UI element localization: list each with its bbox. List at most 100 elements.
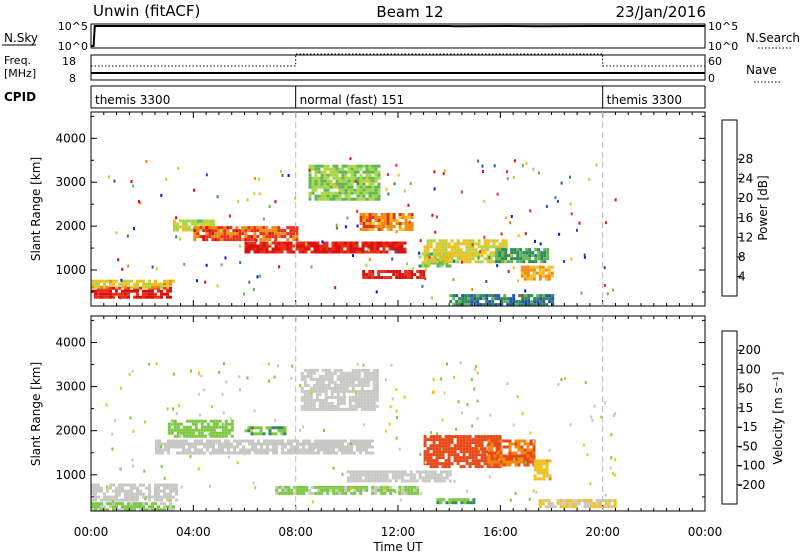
heatmap-cell bbox=[307, 244, 311, 248]
heatmap-cell bbox=[496, 445, 500, 449]
heatmap-cell bbox=[539, 471, 543, 475]
heatmap-cell bbox=[514, 445, 518, 449]
heatmap-cell bbox=[429, 242, 433, 246]
heatmap-cell bbox=[212, 431, 216, 435]
heatmap-cell bbox=[525, 254, 529, 258]
heatmap-cell bbox=[529, 448, 533, 452]
heatmap-speckle bbox=[294, 196, 297, 200]
heatmap-cell bbox=[529, 439, 533, 443]
heatmap-cell bbox=[327, 386, 331, 390]
heatmap-cell bbox=[504, 254, 508, 258]
heatmap-cell bbox=[360, 407, 364, 411]
heatmap-cell bbox=[471, 441, 475, 445]
heatmap-cell bbox=[516, 248, 520, 252]
heatmap-cell bbox=[371, 225, 375, 228]
heatmap-cell bbox=[130, 495, 133, 499]
heatmap-cell bbox=[158, 451, 161, 455]
heatmap-cell bbox=[459, 251, 463, 255]
heatmap-cell bbox=[306, 395, 310, 399]
heatmap-cell bbox=[376, 479, 380, 483]
heatmap-speckle bbox=[178, 433, 181, 437]
heatmap-cell bbox=[235, 229, 239, 233]
heatmap-cell bbox=[368, 445, 371, 449]
heatmap-cell bbox=[392, 213, 396, 216]
heatmap-cell bbox=[355, 479, 359, 483]
heatmap-speckle bbox=[436, 432, 439, 436]
heatmap-cell bbox=[490, 442, 494, 446]
heatmap-cell bbox=[456, 257, 460, 261]
heatmap-cell bbox=[271, 241, 275, 245]
heatmap-cell bbox=[404, 273, 408, 276]
heatmap-cell bbox=[509, 303, 513, 307]
heatmap-cell bbox=[365, 273, 369, 276]
heatmap-cell bbox=[251, 439, 254, 443]
heatmap-speckle bbox=[250, 429, 253, 433]
heatmap-cell bbox=[371, 216, 375, 219]
heatmap-cell bbox=[514, 451, 518, 455]
heatmap-cell bbox=[100, 292, 103, 296]
heatmap-speckle bbox=[610, 456, 613, 460]
heatmap-cell bbox=[429, 257, 433, 261]
heatmap-cell bbox=[456, 438, 460, 442]
heatmap-cell bbox=[359, 176, 363, 180]
nave-tick-top: 60 bbox=[708, 55, 722, 68]
heatmap-speckle bbox=[126, 234, 129, 238]
heatmap-speckle bbox=[583, 255, 586, 259]
heatmap-cell bbox=[462, 459, 466, 463]
heatmap-cell bbox=[367, 250, 371, 254]
heatmap-speckle bbox=[446, 362, 448, 366]
heatmap-cell bbox=[349, 473, 353, 477]
heatmap-cell bbox=[233, 448, 236, 452]
heatmap-cell bbox=[133, 282, 136, 286]
heatmap-cell bbox=[394, 244, 398, 248]
heatmap-cell bbox=[262, 229, 266, 233]
heatmap-cell bbox=[250, 229, 254, 233]
heatmap-cell bbox=[328, 250, 332, 254]
heatmap-cell bbox=[338, 442, 341, 446]
heatmap-cell bbox=[91, 492, 94, 496]
heatmap-cell bbox=[530, 294, 534, 298]
heatmap-cell bbox=[435, 435, 439, 439]
heatmap-cell bbox=[136, 505, 139, 509]
heatmap-cell bbox=[377, 216, 381, 219]
heatmap-cell bbox=[332, 442, 335, 446]
heatmap-cell bbox=[253, 238, 257, 242]
heatmap-cell bbox=[528, 248, 532, 252]
heatmap-cell bbox=[187, 219, 191, 223]
heatmap-cell bbox=[100, 498, 103, 502]
heatmap-cell bbox=[321, 368, 325, 372]
heatmap-cell bbox=[453, 459, 457, 463]
heatmap-cell bbox=[499, 460, 503, 464]
heatmap-cell bbox=[262, 244, 266, 248]
heatmap-cell bbox=[311, 491, 315, 495]
heatmap-cell bbox=[302, 445, 305, 449]
heatmap-cell bbox=[435, 242, 439, 246]
heatmap-speckle bbox=[197, 467, 200, 471]
heatmap-cell bbox=[196, 226, 200, 230]
heatmap-cell bbox=[548, 474, 552, 478]
heatmap-cell bbox=[447, 462, 451, 466]
heatmap-cell bbox=[130, 498, 133, 502]
heatmap-cell bbox=[182, 439, 185, 443]
heatmap-speckle bbox=[189, 455, 192, 458]
velocity-colorbar-tick-label: 100 bbox=[738, 362, 761, 376]
heatmap-cell bbox=[133, 508, 136, 512]
heatmap-speckle bbox=[595, 163, 598, 167]
heatmap-cell bbox=[441, 257, 445, 261]
heatmap-cell bbox=[441, 251, 445, 255]
heatmap-cell bbox=[332, 182, 336, 186]
heatmap-cell bbox=[323, 442, 326, 446]
heatmap-cell bbox=[369, 401, 373, 405]
heatmap-cell bbox=[91, 285, 94, 289]
heatmap-cell bbox=[324, 383, 328, 387]
heatmap-cell bbox=[483, 456, 487, 460]
heatmap-cell bbox=[398, 276, 402, 279]
heatmap-cell bbox=[169, 508, 172, 512]
heatmap-cell bbox=[462, 444, 466, 448]
heatmap-cell bbox=[398, 228, 402, 231]
heatmap-cell bbox=[238, 238, 242, 242]
heatmap-cell bbox=[486, 242, 490, 246]
heatmap-cell bbox=[450, 438, 454, 442]
heatmap-speckle bbox=[609, 466, 612, 470]
heatmap-cell bbox=[371, 222, 375, 225]
